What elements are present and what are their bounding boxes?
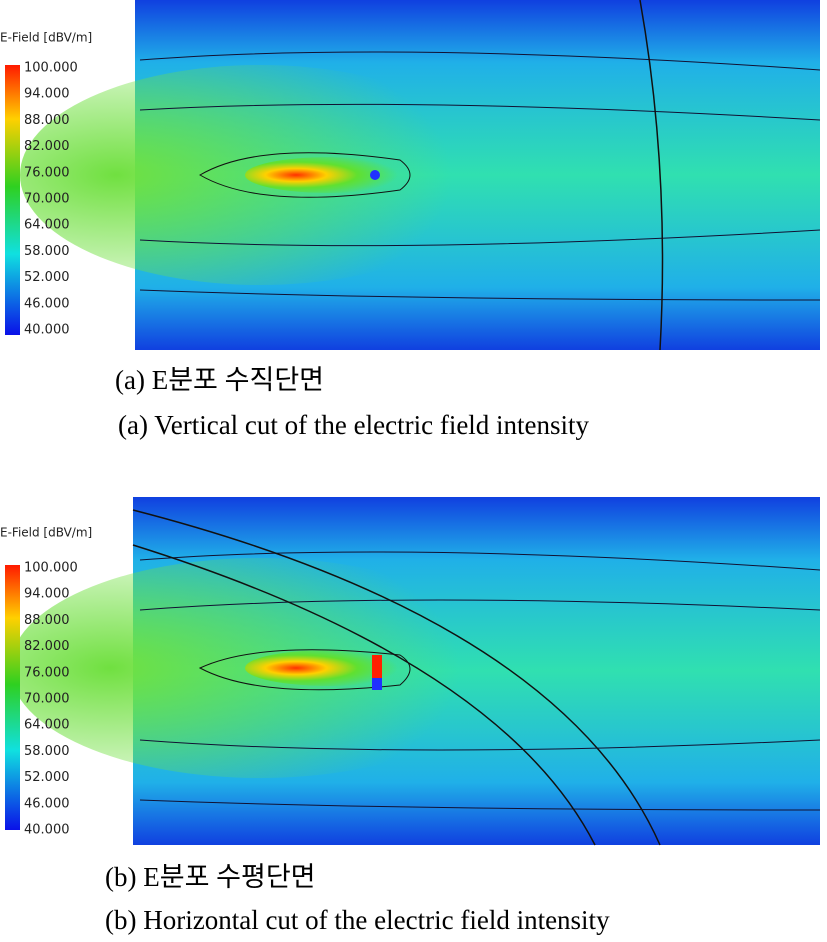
caption-en: (a) Vertical cut of the electric field i…	[118, 410, 590, 440]
colorbar-tick-label: 76.000	[24, 665, 70, 680]
colorbar-tick-label: 46.000	[24, 796, 70, 811]
colorbar-tick-label: 58.000	[24, 744, 70, 759]
colorbar-title: E-Field [dBV/m]	[0, 526, 92, 540]
colorbar-title: E-Field [dBV/m]	[0, 31, 92, 45]
colorbar-tick-label: 46.000	[24, 296, 70, 311]
colorbar-tick-label: 40.000	[24, 823, 70, 838]
colorbar-tick-label: 100.000	[24, 561, 78, 576]
colorbar-tick-label: 88.000	[24, 113, 70, 128]
colorbar-tick-label: 52.000	[24, 270, 70, 285]
colorbar-tick-label: 94.000	[24, 87, 70, 102]
colorbar-tick-label: 52.000	[24, 770, 70, 785]
colorbar	[5, 565, 20, 830]
colorbar-tick-label: 100.000	[24, 61, 78, 76]
field-map-b	[10, 497, 821, 846]
colorbar-tick-label: 64.000	[24, 218, 70, 233]
colorbar-tick-label: 82.000	[24, 639, 70, 654]
colorbar-tick-label: 70.000	[24, 192, 70, 207]
colorbar-tick-label: 64.000	[24, 718, 70, 733]
colorbar-tick-label: 82.000	[24, 139, 70, 154]
field-map-a	[20, 0, 821, 351]
colorbar-tick-label: 58.000	[24, 244, 70, 259]
caption-ko: (a) E분포 수직단면	[115, 365, 324, 395]
colorbar	[5, 65, 20, 335]
colorbar-tick-label: 88.000	[24, 613, 70, 628]
colorbar-tick-label: 94.000	[24, 587, 70, 602]
colorbar-tick-label: 70.000	[24, 692, 70, 707]
colorbar-tick-label: 40.000	[24, 323, 70, 338]
colorbar-tick-label: 76.000	[24, 165, 70, 180]
caption-en: (b) Horizontal cut of the electric field…	[105, 905, 610, 935]
caption-ko: (b) E분포 수평단면	[105, 862, 316, 892]
